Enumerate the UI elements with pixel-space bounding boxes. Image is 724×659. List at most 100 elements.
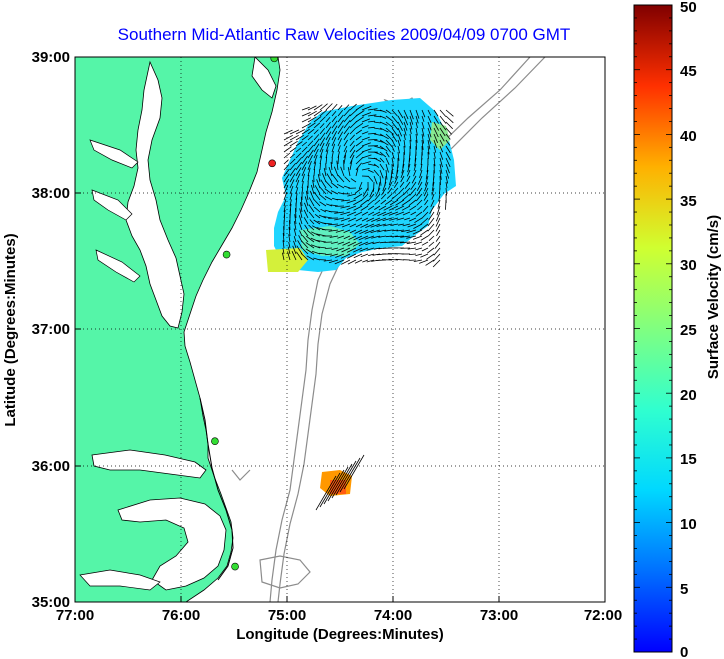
colorbar-tick-labels: 0 5 10 15 20 25 30 35 40 45 50 [680, 0, 697, 659]
velocity-vector [428, 211, 435, 221]
velocity-vector [409, 115, 414, 125]
velocity-vector [406, 175, 411, 182]
velocity-vector [404, 217, 411, 221]
velocity-vector [354, 211, 363, 217]
velocity-vector [432, 175, 435, 186]
velocity-vector [343, 126, 351, 135]
velocity-vector [413, 259, 423, 262]
velocity-vector [410, 211, 417, 216]
velocity-vector [312, 225, 321, 231]
velocity-vector [379, 169, 384, 179]
velocity-vector [361, 154, 372, 159]
velocity-vector [306, 185, 309, 195]
velocity-vector [391, 163, 393, 174]
velocity-vector [336, 199, 345, 201]
velocity-vector [408, 217, 417, 222]
velocity-vector [337, 105, 343, 111]
velocity-vector [397, 133, 402, 142]
velocity-vector [347, 167, 351, 177]
velocity-vector [331, 125, 338, 135]
velocity-vector [349, 154, 355, 165]
velocity-vector [341, 247, 351, 253]
velocity-vector [385, 169, 388, 180]
velocity-vector [439, 109, 447, 117]
velocity-vector [370, 229, 381, 234]
velocity-vector [325, 253, 333, 256]
velocity-vector [421, 241, 429, 246]
velocity-vector [353, 193, 363, 200]
velocity-vector [382, 217, 393, 222]
velocity-vector [406, 229, 417, 234]
velocity-vector [307, 175, 310, 183]
velocity-vector [381, 187, 387, 196]
velocity-vector [355, 140, 363, 147]
velocity-vector [355, 104, 365, 111]
velocity-vector [295, 152, 302, 159]
velocity-vector [395, 199, 405, 206]
velocity-vector [355, 110, 365, 117]
station-marker [268, 159, 276, 168]
velocity-vector [379, 151, 387, 158]
velocity-vector [382, 211, 393, 217]
velocity-vector [389, 199, 399, 206]
velocity-vector [283, 140, 293, 147]
velocity-vector [325, 121, 331, 129]
velocity-vector [318, 214, 327, 219]
velocity-vector [391, 151, 395, 160]
velocity-vector [407, 247, 417, 250]
velocity-vector [305, 242, 315, 249]
velocity-vector [361, 148, 372, 153]
velocity-vector [420, 235, 429, 241]
velocity-vector [399, 181, 405, 188]
velocity-vector [304, 224, 309, 231]
velocity-vector [433, 247, 441, 256]
velocity-vector [401, 199, 411, 206]
velocity-vector [333, 166, 339, 177]
velocity-vector [355, 116, 365, 123]
velocity-vector [401, 205, 411, 211]
velocity-vector [384, 229, 393, 232]
velocity-vector [295, 193, 298, 201]
velocity-vector [295, 157, 303, 165]
velocity-vector [313, 206, 321, 213]
velocity-vector [360, 193, 369, 202]
velocity-vector [335, 229, 345, 233]
colorbar-ticks [634, 4, 672, 653]
velocity-vector [331, 247, 339, 250]
velocity-vector [445, 109, 454, 117]
velocity-vector [360, 223, 369, 228]
velocity-vector [340, 253, 351, 259]
velocity-vector [313, 129, 319, 135]
velocity-vector [403, 133, 406, 141]
velocity-vector [343, 104, 350, 111]
velocity-vector [431, 187, 435, 196]
velocity-vector [329, 235, 339, 238]
velocity-vector [313, 161, 317, 171]
velocity-vector [403, 139, 406, 148]
velocity-vector [420, 253, 429, 258]
velocity-vector [403, 109, 409, 120]
velocity-vector [289, 179, 295, 189]
velocity-vector [295, 187, 299, 195]
velocity-vector [409, 109, 414, 120]
velocity-vector [361, 136, 370, 141]
velocity-vector [283, 134, 293, 141]
velocity-vector [349, 134, 355, 141]
velocity-vector [349, 149, 356, 159]
velocity-vector [328, 223, 339, 226]
velocity-vector [445, 175, 449, 184]
velocity-vector [301, 128, 310, 135]
velocity-vector [439, 145, 444, 153]
velocity-vector [317, 246, 327, 249]
velocity-vector [415, 115, 419, 124]
velocity-vector [403, 121, 408, 131]
velocity-vector [427, 115, 432, 123]
velocity-vector [289, 153, 295, 159]
velocity-vector [391, 145, 395, 152]
velocity-vector [385, 151, 390, 158]
velocity-vector [433, 133, 438, 143]
velocity-vector [438, 193, 441, 202]
velocity-vector [445, 121, 453, 130]
velocity-vector [387, 187, 393, 194]
velocity-vector [367, 139, 378, 141]
